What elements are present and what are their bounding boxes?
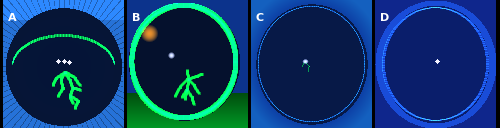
Text: C: C — [256, 13, 264, 23]
Text: A: A — [8, 13, 16, 23]
Text: D: D — [380, 13, 389, 23]
Text: B: B — [132, 13, 140, 23]
